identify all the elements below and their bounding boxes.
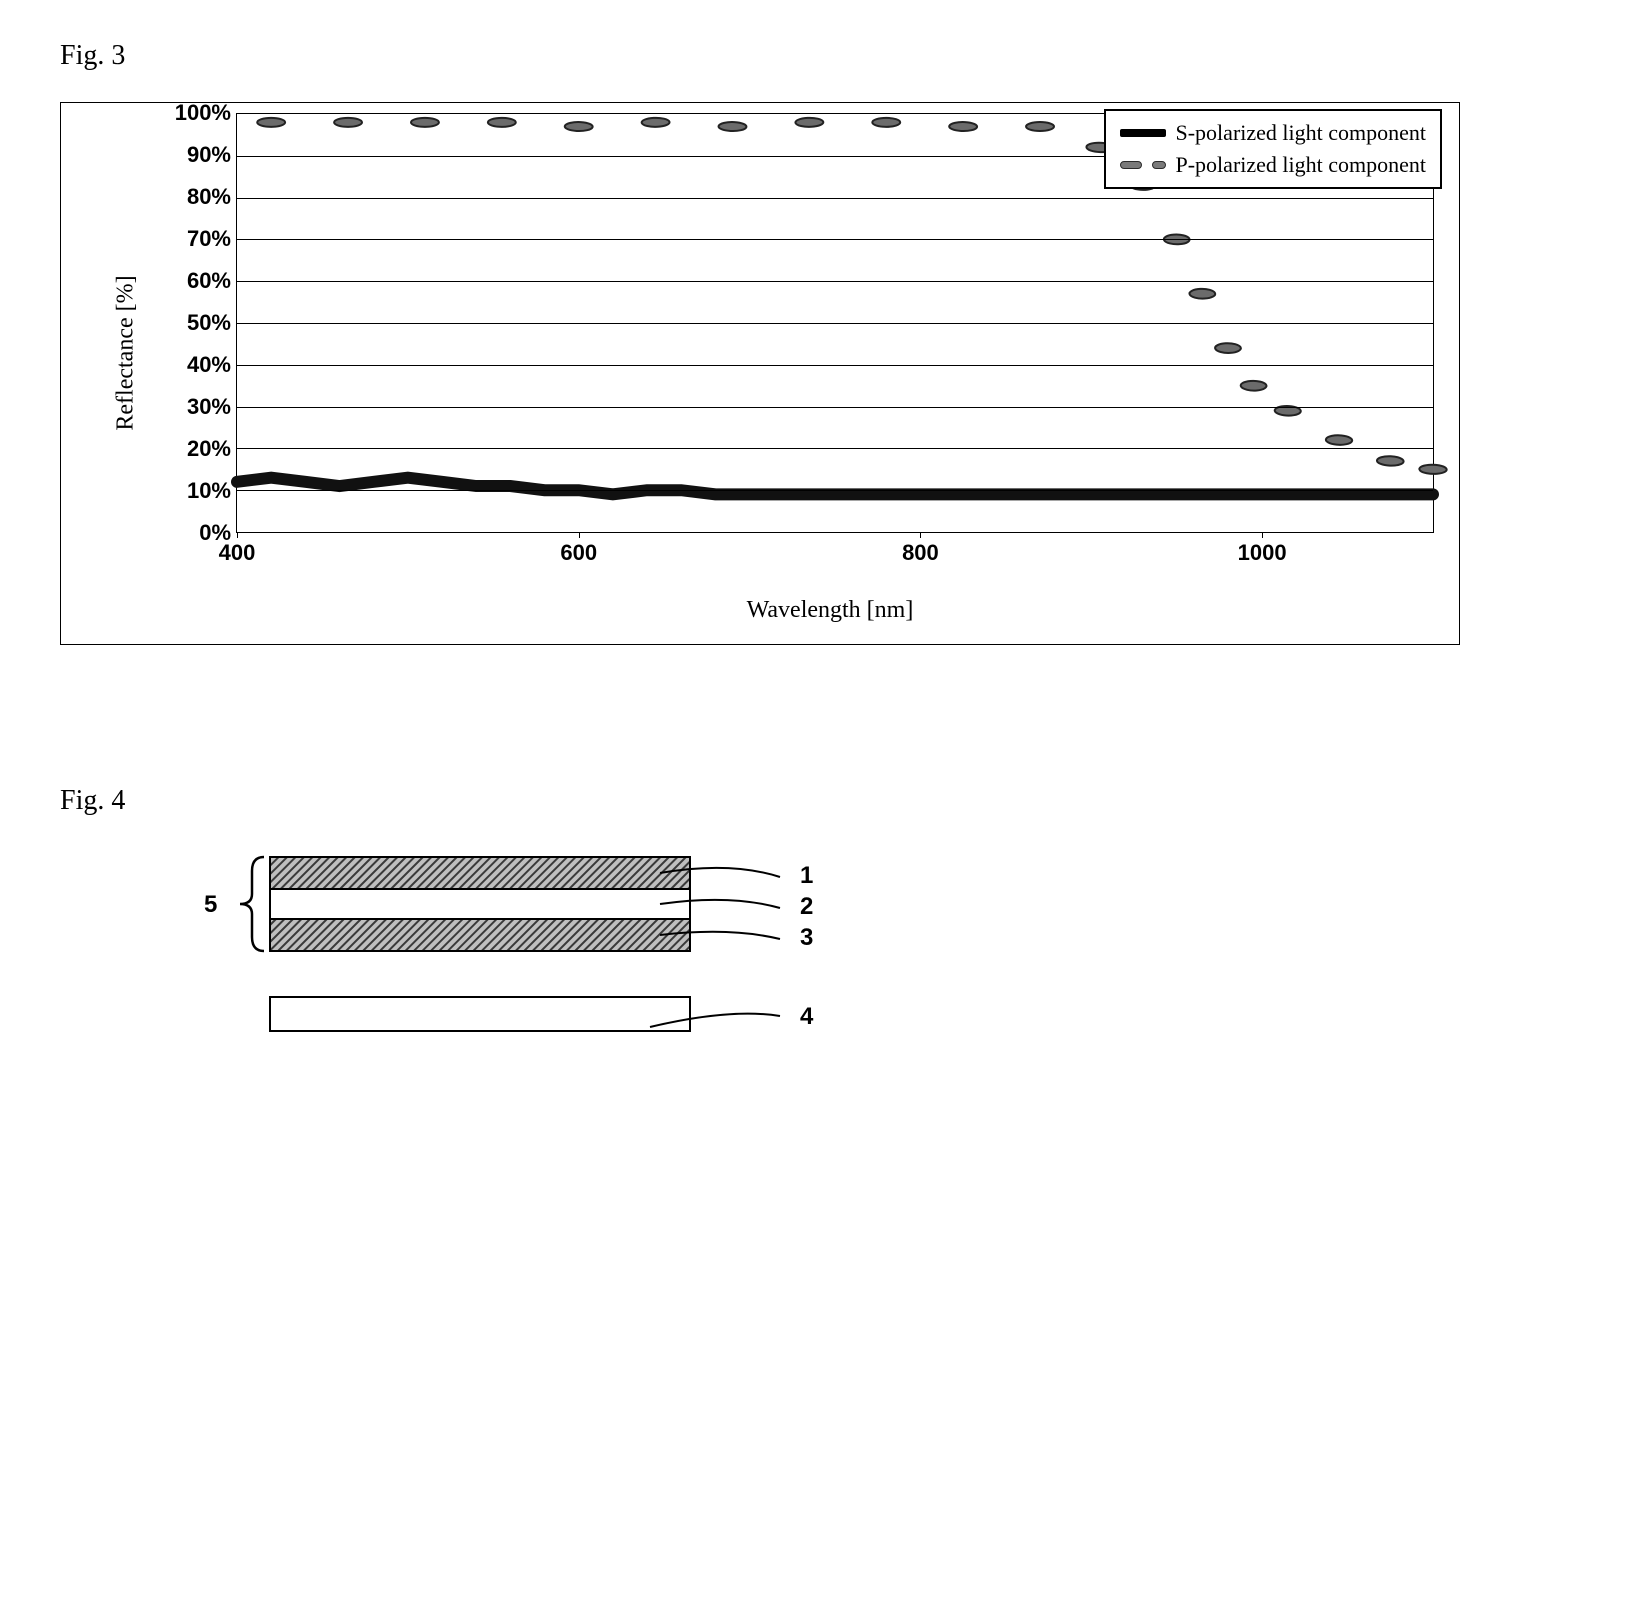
- series-p-dash: [1026, 122, 1054, 131]
- layer-rect: [270, 857, 690, 889]
- fig3-chart-area: Reflectance [%] 4006008001000 S-polarize…: [146, 113, 1434, 593]
- y-tick-label: 70%: [151, 226, 231, 252]
- layer-rect: [270, 919, 690, 951]
- y-tick-label: 30%: [151, 394, 231, 420]
- y-tick-label: 20%: [151, 436, 231, 462]
- x-axis-label: Wavelength [nm]: [86, 597, 1434, 624]
- series-p-dash: [1415, 463, 1452, 476]
- series-p-dash: [563, 121, 595, 131]
- layer-label: 1: [800, 862, 813, 889]
- x-tick-label: 800: [902, 540, 939, 566]
- legend-item-s: S-polarized light component: [1116, 117, 1431, 149]
- gridline: [237, 323, 1433, 324]
- y-axis-label: Reflectance [%]: [113, 275, 140, 430]
- fig3-chart-container: Reflectance [%] 4006008001000 S-polarize…: [60, 102, 1460, 645]
- gridline: [237, 448, 1433, 449]
- series-p-dash: [947, 121, 979, 131]
- y-tick-label: 40%: [151, 352, 231, 378]
- legend-item-p: P-polarized light component: [1116, 149, 1431, 181]
- series-p-dash: [1321, 434, 1357, 447]
- gridline: [237, 198, 1433, 199]
- layer-label: 5: [204, 891, 217, 918]
- y-tick-label: 80%: [151, 184, 231, 210]
- series-p-dash: [717, 121, 749, 131]
- x-tick-label: 1000: [1238, 540, 1287, 566]
- gridline: [237, 365, 1433, 366]
- series-p-dash: [640, 117, 672, 127]
- legend-swatch-solid: [1120, 129, 1166, 137]
- x-tick-label: 600: [560, 540, 597, 566]
- legend: S-polarized light component P-polarized …: [1104, 109, 1443, 189]
- gridline: [237, 490, 1433, 491]
- series-p-dash: [257, 118, 285, 127]
- legend-swatch-dash: [1120, 158, 1166, 172]
- x-tick-mark: [920, 532, 921, 538]
- gridline: [237, 407, 1433, 408]
- y-tick-label: 50%: [151, 310, 231, 336]
- y-tick-label: 100%: [151, 100, 231, 126]
- brace: [240, 857, 264, 951]
- series-p-dash: [1238, 380, 1269, 392]
- x-tick-mark: [579, 532, 580, 538]
- y-tick-label: 10%: [151, 478, 231, 504]
- gridline: [237, 239, 1433, 240]
- series-p-dash: [488, 118, 516, 127]
- layer-rect: [270, 889, 690, 919]
- fig3-label: Fig. 3: [60, 40, 1569, 72]
- legend-label: P-polarized light component: [1176, 152, 1427, 178]
- series-p-dash: [334, 118, 362, 127]
- series-s-polarized: [237, 478, 1433, 495]
- layer-rect: [270, 997, 690, 1031]
- series-p-dash: [1371, 454, 1409, 467]
- y-tick-label: 90%: [151, 142, 231, 168]
- fig4-svg: 1 2 3 4 5: [160, 847, 900, 1067]
- series-p-dash: [794, 117, 826, 127]
- x-tick-mark: [237, 532, 238, 538]
- y-tick-label: 0%: [151, 520, 231, 546]
- series-p-dash: [872, 118, 900, 127]
- fig4-diagram-container: 1 2 3 4 5: [160, 847, 1569, 1067]
- fig4-label: Fig. 4: [60, 785, 1569, 817]
- gridline: [237, 281, 1433, 282]
- y-tick-label: 60%: [151, 268, 231, 294]
- series-p-dash: [411, 118, 439, 127]
- layer-label: 4: [800, 1003, 814, 1030]
- x-tick-mark: [1262, 532, 1263, 538]
- series-p-dash: [1187, 288, 1217, 299]
- layer-label: 2: [800, 893, 813, 920]
- layer-label: 3: [800, 924, 813, 951]
- series-p-dash: [1213, 343, 1243, 354]
- legend-label: S-polarized light component: [1176, 120, 1427, 146]
